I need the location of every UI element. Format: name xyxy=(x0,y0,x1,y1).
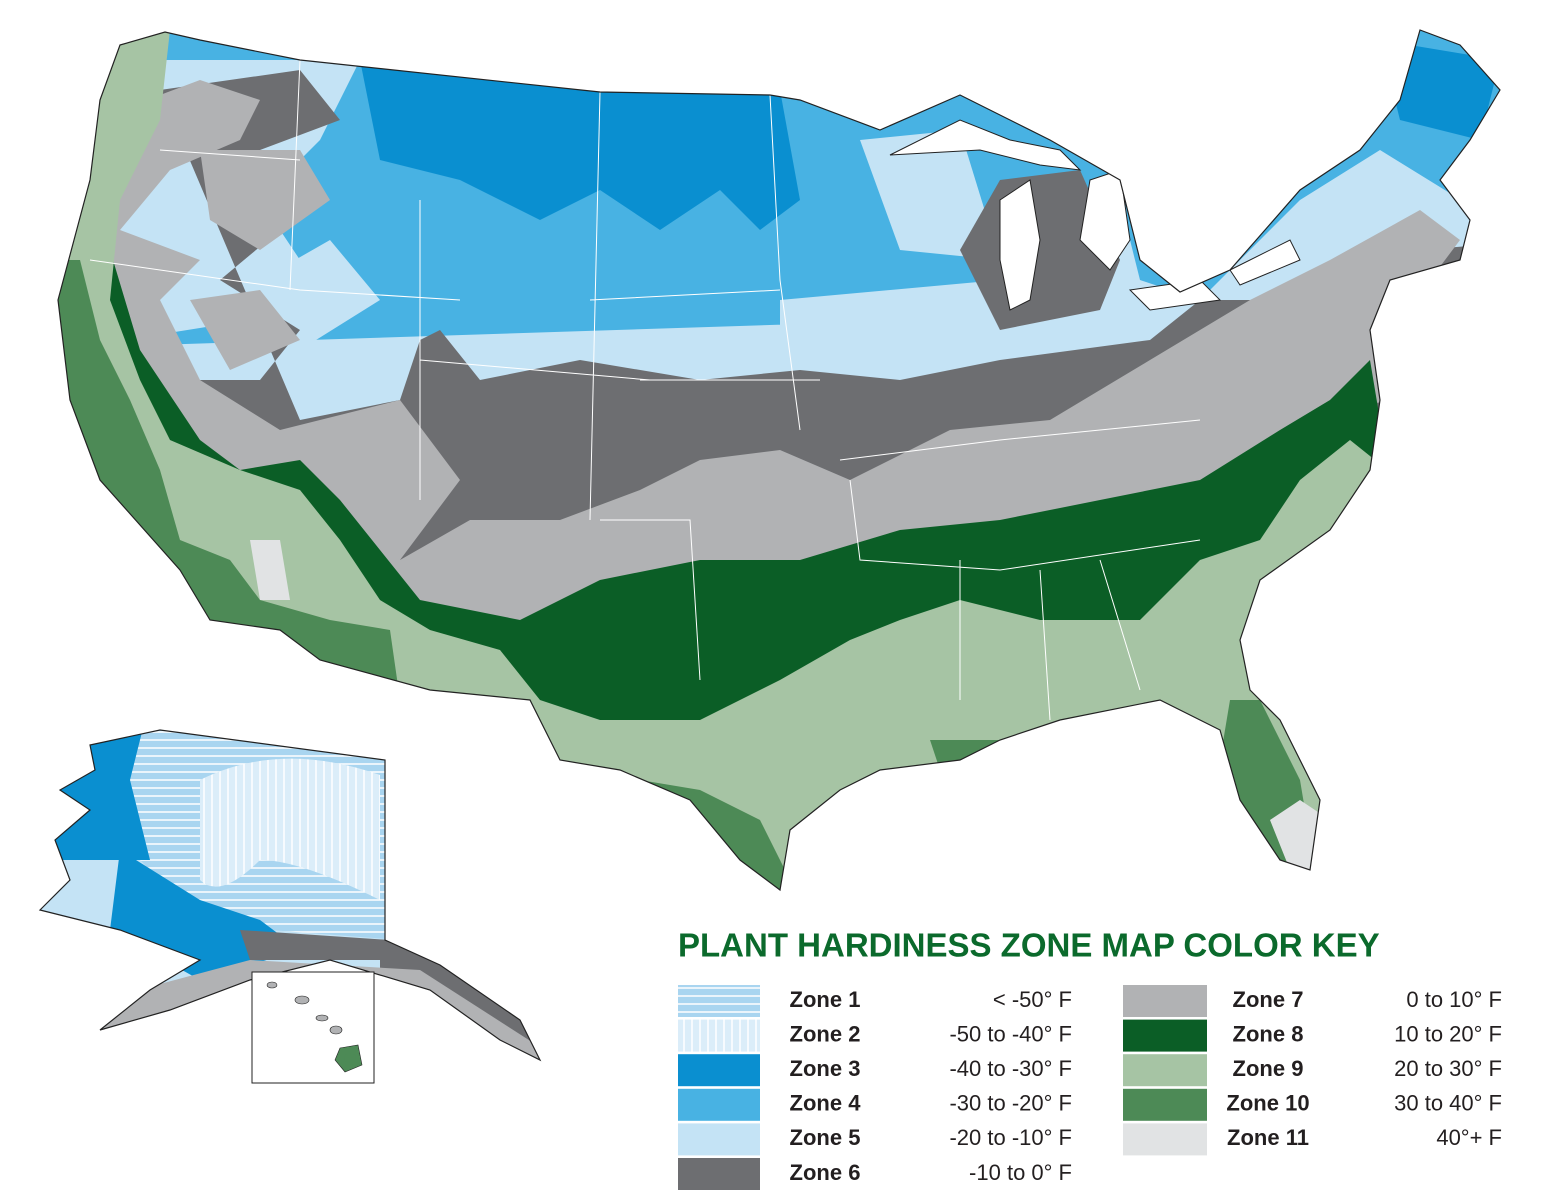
legend-swatch xyxy=(678,1158,760,1190)
zone-range: -10 to 0° F xyxy=(969,1160,1072,1185)
legend-title: PLANT HARDINESS ZONE MAP COLOR KEY xyxy=(678,927,1380,964)
zone-range: 0 to 10° F xyxy=(1406,987,1502,1012)
zone-area xyxy=(58,140,1380,890)
zone-name: Zone 5 xyxy=(790,1125,861,1150)
zone-range: -50 to -40° F xyxy=(949,1021,1072,1046)
zone-name: Zone 1 xyxy=(790,987,861,1012)
zone-area xyxy=(58,260,1320,890)
zone-name: Zone 10 xyxy=(1226,1091,1309,1116)
legend-swatch xyxy=(678,1019,760,1052)
zone-range: 10 to 20° F xyxy=(1394,1021,1502,1046)
zone-name: Zone 6 xyxy=(790,1160,861,1185)
zone-name: Zone 9 xyxy=(1233,1056,1304,1081)
legend-swatch xyxy=(1123,1019,1207,1052)
legend-swatch xyxy=(1123,1088,1207,1121)
zone-name: Zone 2 xyxy=(790,1021,861,1046)
zone-name: Zone 4 xyxy=(790,1091,862,1116)
zone-range: 20 to 30° F xyxy=(1394,1056,1502,1081)
zone-range: < -50° F xyxy=(993,987,1072,1012)
legend-swatch xyxy=(1123,1123,1207,1156)
legend-swatch xyxy=(678,1088,760,1121)
zone-name: Zone 3 xyxy=(790,1056,861,1081)
legend-swatch xyxy=(1123,1054,1207,1087)
legend-swatch xyxy=(1123,985,1207,1017)
legend: Zone 1 < -50° F Zone 2 -50 to -40° F Zone 3 -… xyxy=(678,985,1502,1190)
zone-range: 30 to 40° F xyxy=(1394,1091,1502,1116)
legend-swatch xyxy=(678,985,760,1017)
zone-name: Zone 11 xyxy=(1227,1125,1309,1150)
zone-area xyxy=(190,150,330,370)
zone-range: -30 to -20° F xyxy=(949,1091,1072,1116)
legend-swatch xyxy=(678,1123,760,1156)
zone-name: Zone 7 xyxy=(1233,987,1304,1012)
zone-range: 40°+ F xyxy=(1436,1125,1502,1150)
zone-range: -20 to -10° F xyxy=(949,1125,1072,1150)
legend-swatch xyxy=(678,1054,760,1087)
alaska xyxy=(40,730,540,1060)
zone-range: -40 to -30° F xyxy=(949,1056,1072,1081)
zone-name: Zone 8 xyxy=(1233,1021,1304,1046)
hawaii xyxy=(251,971,375,1084)
zone-area xyxy=(860,130,1000,260)
